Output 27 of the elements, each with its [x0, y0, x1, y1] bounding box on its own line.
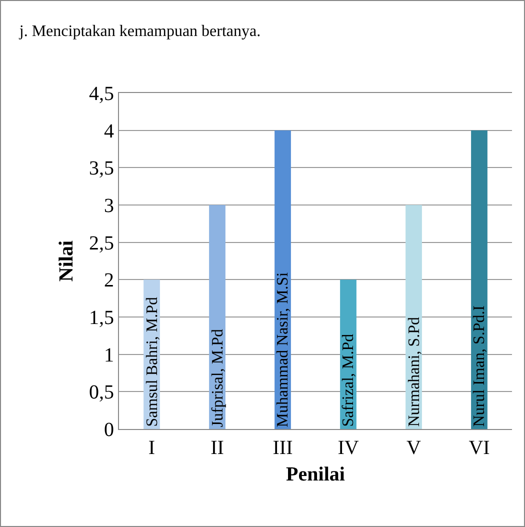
annotation: Nurul Iman, S.Pd.I [470, 305, 488, 427]
y-tick-label: 4 [104, 120, 114, 142]
y-tick-label: 0 [104, 419, 114, 441]
x-tick-label: IV [338, 437, 360, 459]
annotation: Safrizal, M.Pd [340, 334, 357, 427]
bar [471, 130, 488, 429]
y-axis-title: Nilai [56, 240, 78, 282]
annotation: Samsul Bahri, M.Pd [144, 296, 161, 427]
y-tick-label: 2,5 [89, 232, 114, 254]
y-tick-label: 2 [104, 270, 114, 292]
x-tick-label: V [406, 437, 422, 459]
y-tick-label: 1,5 [89, 307, 114, 329]
y-tick-label: 0,5 [89, 382, 114, 404]
x-axis-title: Penilai [286, 464, 346, 486]
y-tick-label: 3 [104, 195, 114, 217]
x-tick-label: VI [468, 437, 490, 459]
y-tick-label: 3,5 [89, 158, 114, 180]
annotation: Jufprisal, M.Pd [209, 329, 226, 428]
annotation: Nurmahani, S.Pd [406, 316, 423, 427]
x-tick-label: III [272, 437, 293, 459]
annotation: Muhammad Nasir, M.Si [274, 272, 292, 428]
chart-title: j. Menciptakan kemampuan bertanya. [18, 22, 261, 40]
x-tick-label: I [148, 437, 156, 459]
y-tick-label: 1 [104, 344, 114, 366]
bar [209, 205, 226, 429]
y-tick-label: 4,5 [89, 83, 114, 105]
x-tick-label: II [210, 437, 224, 459]
